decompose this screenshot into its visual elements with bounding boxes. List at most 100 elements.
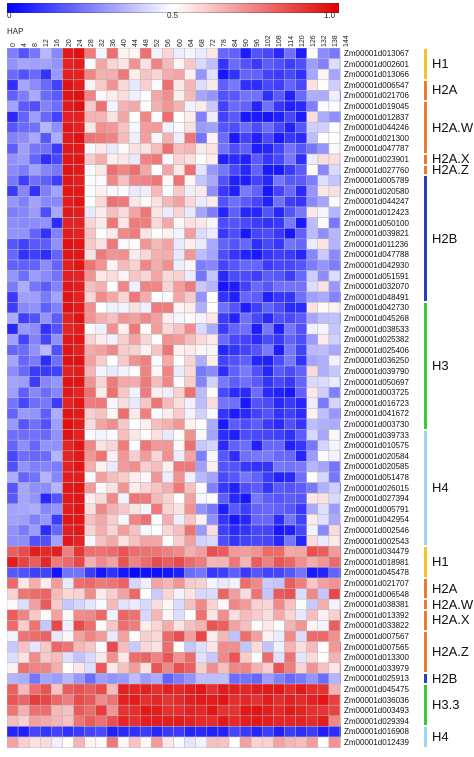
heatmap-cell xyxy=(262,196,274,208)
heatmap-cell xyxy=(40,270,52,282)
heatmap-cell xyxy=(17,535,30,547)
heatmap-cell xyxy=(51,323,63,335)
heatmap-cell xyxy=(328,153,341,165)
heatmap-cell xyxy=(250,238,263,250)
heatmap-cell xyxy=(162,365,174,377)
heatmap-cell xyxy=(250,132,263,144)
heatmap-cell xyxy=(95,132,108,144)
heatmap-cell xyxy=(106,238,119,250)
heatmap-cell xyxy=(7,79,19,91)
heatmap-cell xyxy=(95,249,108,261)
heatmap-cell xyxy=(184,609,196,621)
heatmap-cell xyxy=(284,79,296,91)
heatmap-cell xyxy=(73,238,85,250)
heatmap-cell xyxy=(317,715,330,727)
heatmap-cell xyxy=(128,683,141,695)
heatmap-cell xyxy=(262,662,274,674)
heatmap-cell xyxy=(17,238,30,250)
heatmap-cell xyxy=(228,673,241,685)
heatmap-cell xyxy=(40,673,52,685)
heatmap-cell xyxy=(195,344,208,356)
heatmap-cell xyxy=(117,164,130,176)
heatmap-cell xyxy=(117,217,130,229)
heatmap-cell xyxy=(173,461,185,473)
heatmap-cell xyxy=(106,492,119,505)
heatmap-cell xyxy=(17,164,30,176)
heatmap-cell xyxy=(40,598,52,611)
heatmap-cell xyxy=(239,651,252,664)
heatmap-cell xyxy=(73,121,85,134)
heatmap-cell xyxy=(151,100,163,112)
heatmap-cell xyxy=(228,185,241,197)
heatmap-cell xyxy=(28,503,41,515)
heatmap-cell xyxy=(139,174,152,187)
heatmap-cell xyxy=(28,344,41,356)
heatmap-cell xyxy=(306,429,319,441)
heatmap-cell xyxy=(228,365,241,377)
row-label: Zm00001d036036 xyxy=(344,695,409,705)
heatmap-cell xyxy=(273,726,285,738)
heatmap-cell xyxy=(73,715,85,727)
heatmap-cell xyxy=(117,323,130,335)
heatmap-cell xyxy=(284,535,296,547)
heatmap-cell xyxy=(328,418,341,430)
heatmap-cell xyxy=(306,68,319,81)
heatmap-cell xyxy=(151,111,163,123)
heatmap-cell xyxy=(239,418,252,430)
heatmap-cell xyxy=(295,153,307,165)
heatmap-cell xyxy=(317,386,330,399)
heatmap-cell xyxy=(239,535,252,547)
heatmap-cell xyxy=(51,704,63,717)
heatmap-cell xyxy=(339,111,341,123)
heatmap-cell xyxy=(128,715,141,727)
heatmap-cell xyxy=(250,270,263,282)
heatmap-cell xyxy=(84,397,97,409)
heatmap-cell xyxy=(317,662,330,674)
heatmap-cell xyxy=(84,333,97,346)
heatmap-cell xyxy=(73,397,85,409)
heatmap-cell xyxy=(273,651,285,664)
heatmap-cell xyxy=(84,641,97,653)
group-bar xyxy=(424,49,427,79)
row-label: Zm00001d036250 xyxy=(344,356,409,366)
heatmap-cell xyxy=(162,386,174,399)
heatmap-cell xyxy=(228,715,241,727)
column-label: 84 xyxy=(232,39,239,47)
heatmap-cell xyxy=(95,58,108,70)
heatmap-cell xyxy=(151,291,163,303)
heatmap-cell xyxy=(51,58,63,70)
heatmap-cell xyxy=(339,503,341,515)
heatmap-cell xyxy=(84,121,97,134)
heatmap-cell xyxy=(128,206,141,218)
heatmap-cell xyxy=(228,620,241,632)
heatmap-cell xyxy=(262,48,274,59)
heatmap-cell xyxy=(40,217,52,229)
heatmap-cell xyxy=(295,503,307,515)
heatmap-cell xyxy=(173,694,185,706)
heatmap-cell xyxy=(328,535,341,547)
heatmap-cell xyxy=(17,196,30,208)
heatmap-cell xyxy=(217,577,230,589)
heatmap-cell xyxy=(51,556,63,568)
heatmap-cell xyxy=(195,333,208,346)
heatmap-cell xyxy=(306,355,319,367)
heatmap-cell xyxy=(128,238,141,250)
heatmap-cell xyxy=(128,355,141,367)
heatmap-cell xyxy=(95,206,108,218)
heatmap-cell xyxy=(195,726,208,738)
heatmap-cell xyxy=(128,291,141,303)
heatmap-cell xyxy=(206,323,219,335)
heatmap-cell xyxy=(62,524,74,536)
heatmap-cell xyxy=(184,545,196,558)
heatmap-cell xyxy=(328,132,341,144)
heatmap-cell xyxy=(217,408,230,420)
heatmap-cell xyxy=(295,164,307,176)
heatmap-cell xyxy=(284,429,296,441)
heatmap-cell xyxy=(28,79,41,91)
heatmap-cell xyxy=(284,588,296,600)
heatmap-cell xyxy=(62,270,74,282)
heatmap-cell xyxy=(95,90,108,102)
heatmap-cell xyxy=(151,662,163,674)
heatmap-cell xyxy=(62,545,74,558)
heatmap-cell xyxy=(284,450,296,462)
